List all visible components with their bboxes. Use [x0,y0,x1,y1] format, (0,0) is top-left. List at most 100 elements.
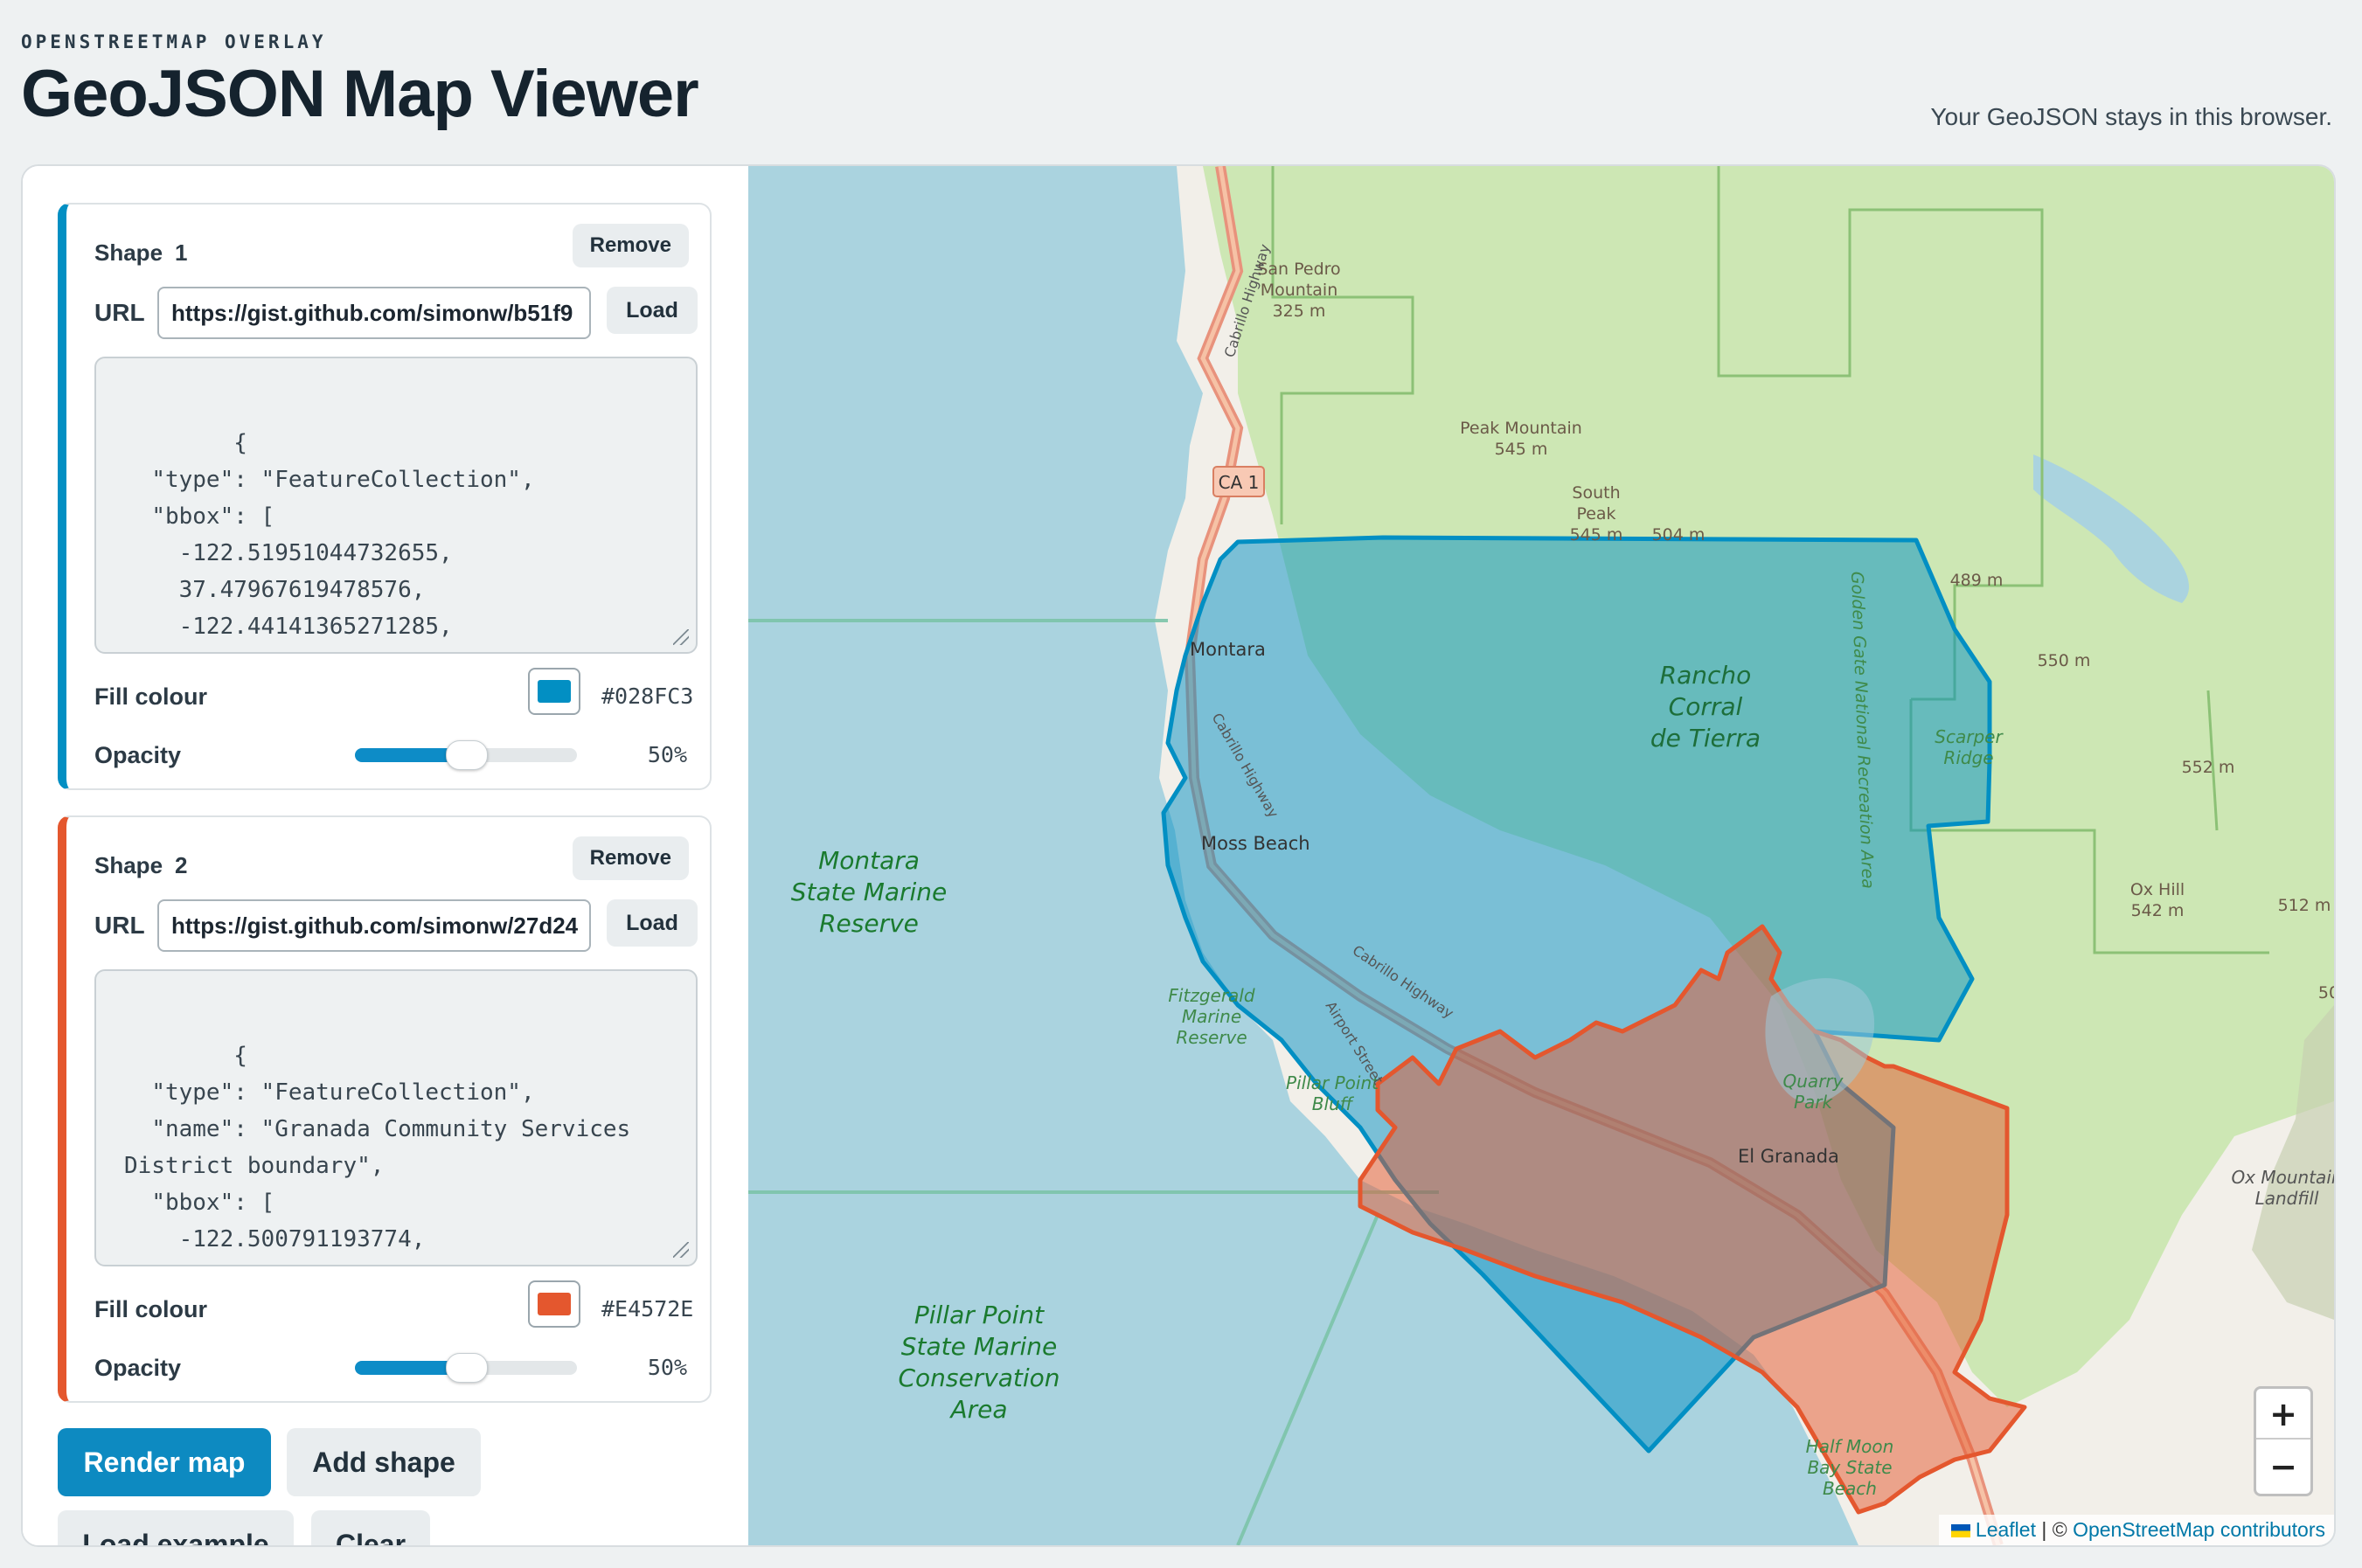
geojson-text: { "type": "FeatureCollection", "name": "… [124,1043,631,1265]
url-input[interactable]: https://gist.github.com/simonw/27d24 [157,899,591,952]
zoom-in-button[interactable]: + [2256,1389,2310,1440]
map-label: Half Moon [1806,1436,1894,1457]
shape-card-2: Shape 2 Remove URL https://gist.github.co… [58,815,712,1403]
map-labels-small: Scarper Ridge Fitzgerald Marine Reserve … [1168,726,2334,1499]
app-eyebrow: OPENSTREETMAP OVERLAY [21,31,327,52]
url-label: URL [94,299,145,326]
fill-colour-hex: #028FC3 [601,683,694,709]
fill-colour-label: Fill colour [94,1296,208,1322]
privacy-note: Your GeoJSON stays in this browser. [1930,103,2332,130]
shape-number: 1 [175,239,188,266]
map-label: Scarper [1935,726,2004,747]
map-label: Marine [1182,1006,1241,1027]
leaflet-link[interactable]: Leaflet [1975,1518,2036,1541]
load-url-button[interactable]: Load [607,287,698,334]
resize-handle-icon[interactable] [673,629,689,645]
map-label: Ox Mountain [2231,1167,2334,1188]
page-title: GeoJSON Map Viewer [21,57,699,131]
map-canvas[interactable]: CA 1 San Pedro Mountain 325 m Peak Mount… [748,166,2334,1545]
opacity-value: 50% [647,1355,687,1380]
shape-title-label: Shape [94,239,163,266]
map-label: El Granada [1738,1146,1839,1167]
map-label: 550 m [2038,651,2091,670]
opacity-slider-fill [355,748,466,762]
url-input[interactable]: https://gist.github.com/simonw/b51f9 [157,287,591,339]
remove-shape-button[interactable]: Remove [572,224,689,267]
map-label: 542 m [2131,901,2185,920]
map-label: Ridge [1943,747,1993,768]
osm-contributors-link[interactable]: OpenStreetMap contributors [2073,1518,2325,1541]
map-label: Beach [1823,1478,1877,1499]
map-label: Landfill [2255,1188,2319,1209]
fill-colour-picker[interactable] [528,668,580,715]
url-value: https://gist.github.com/simonw/b51f9 [171,300,573,326]
zoom-out-button[interactable]: − [2256,1441,2310,1492]
shape-number: 2 [175,852,188,878]
load-example-button[interactable]: Load example [58,1510,294,1545]
map-label: Bluff [1312,1093,1355,1114]
colour-chip [538,680,571,703]
quarry-park-area [1765,978,1875,1104]
map-label: 545 m [1495,440,1548,459]
park-boundary [1271,166,2269,954]
map-label: Peak [1576,504,1615,524]
map-label: 325 m [1273,302,1326,321]
load-url-button[interactable]: Load [607,899,698,947]
map-label: de Tierra [1650,724,1761,753]
map-label: 545 m [1570,525,1623,545]
map-label: Bay State [1807,1457,1892,1478]
map-label: Mountain [1261,281,1338,300]
map-label: 552 m [2182,758,2235,777]
opacity-label: Opacity [94,742,182,768]
geojson-textarea[interactable]: { "type": "FeatureCollection", "name": "… [94,969,698,1266]
landfill-area [2252,1005,2334,1320]
geojson-text: { "type": "FeatureCollection", "bbox": [… [151,430,535,652]
map-label: Fitzgerald [1168,985,1254,1006]
shape-card-1: Shape 1 Remove URL https://gist.github.co… [58,203,712,790]
render-map-button[interactable]: Render map [58,1428,271,1496]
attribution-separator: | © [2035,1518,2074,1541]
opacity-slider-thumb[interactable] [446,1353,488,1383]
map-panel[interactable]: CA 1 San Pedro Mountain 325 m Peak Mount… [748,166,2334,1545]
add-shape-button[interactable]: Add shape [287,1428,481,1496]
ukraine-flag-icon [1950,1524,1970,1537]
map-label: 50 [2318,983,2334,1003]
map-label: Rancho [1660,661,1752,690]
map-label: Conservation [898,1363,1059,1392]
map-label: Area [948,1395,1007,1424]
map-label: Moss Beach [1201,833,1310,854]
map-label: Park [1794,1092,1834,1113]
map-label: State Marine [791,878,948,906]
map-label: Pillar Point [1286,1072,1379,1093]
map-label: State Marine [901,1332,1058,1361]
fill-colour-picker[interactable] [528,1280,580,1328]
ca1-shield [1212,466,1265,497]
url-label: URL [94,912,145,939]
url-value: https://gist.github.com/simonw/27d24 [171,912,579,939]
map-label: Montara [1190,639,1266,660]
resize-handle-icon[interactable] [673,1242,689,1258]
fill-colour-label: Fill colour [94,683,208,710]
fill-colour-hex: #E4572E [601,1296,694,1322]
geojson-textarea[interactable]: { "type": "FeatureCollection", "bbox": [… [94,357,698,654]
map-labels-large: Rancho Corral de Tierra Montara State Ma… [791,661,1761,1424]
map-label: 489 m [1950,571,2004,590]
opacity-value: 50% [647,742,687,767]
opacity-slider[interactable] [355,1353,577,1383]
map-label: Reserve [1176,1027,1247,1048]
map-label: Corral [1669,692,1743,721]
map-attribution: Leaflet | © OpenStreetMap contributors [1938,1515,2334,1545]
opacity-slider-thumb[interactable] [446,740,488,770]
clear-button[interactable]: Clear [311,1510,430,1545]
map-label: Montara [818,846,920,875]
map-label: San Pedro [1257,260,1340,279]
opacity-slider-fill [355,1361,466,1375]
opacity-slider[interactable] [355,740,577,770]
remove-shape-button[interactable]: Remove [572,836,689,880]
marine-reserve-boundary [748,619,1439,1545]
ca1-shield-label: CA 1 [1219,472,1260,493]
shape-title: Shape 1 [94,239,188,267]
map-label: Peak Mountain [1460,419,1582,438]
shape-title-label: Shape [94,852,163,878]
map-label: Ox Hill [2130,880,2185,899]
